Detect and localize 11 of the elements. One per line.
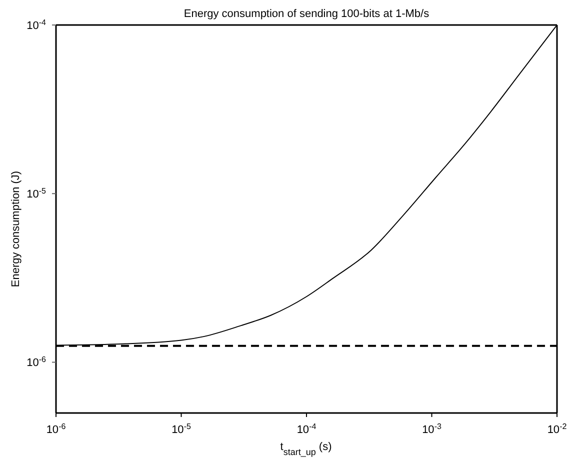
chart-title: Energy consumption of sending 100-bits at 1-Mb/s [182, 8, 430, 20]
y-axis-title: Energy consumption (J) [10, 170, 22, 288]
y-tick-label: 10$^{-4}$ [26, 18, 47, 32]
x-tick-label: 10$^{-3}$ [422, 422, 442, 436]
x-tick-label: 10$^{-2}$ [547, 422, 568, 436]
x-axis-title: t$_{start_up}$ (s) [280, 441, 332, 457]
y-tick-label: 10$^{-6}$ [26, 354, 47, 370]
x-tick-label: 10$^{-5}$ [172, 422, 192, 436]
x-tick-label: 10$^{-6}$ [46, 422, 66, 436]
y-tick-label: 10$^{-5}$ [26, 186, 47, 201]
x-tick-label: 10$^{-4}$ [296, 422, 317, 436]
